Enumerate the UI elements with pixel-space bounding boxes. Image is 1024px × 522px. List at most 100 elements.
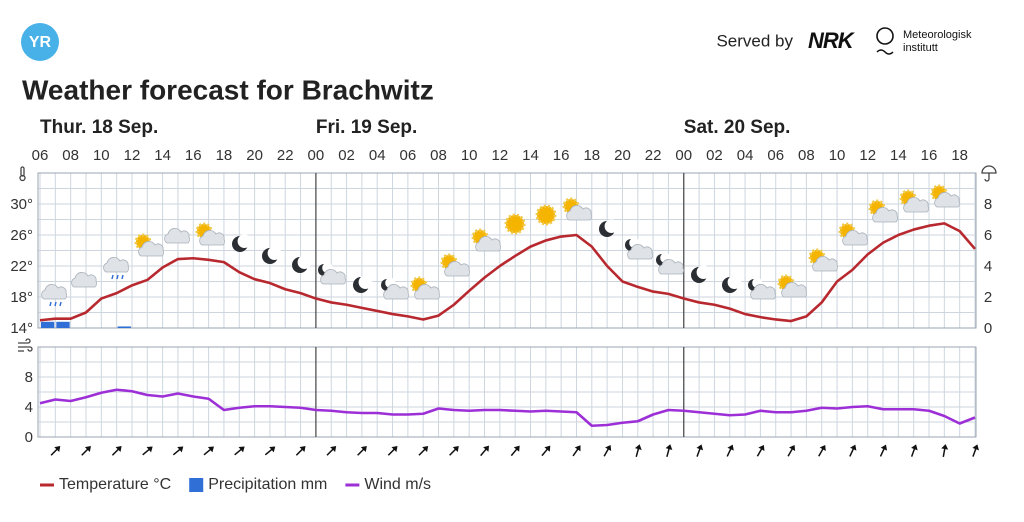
y-tick-label: 4 — [25, 399, 33, 416]
x-tick-label: 18 — [951, 147, 968, 164]
weather-icon — [748, 277, 776, 300]
cloud — [903, 197, 929, 213]
cloud — [475, 236, 501, 252]
umbrella-icon — [981, 165, 997, 182]
wind-arrow-head — [483, 445, 490, 452]
wind-arrow-head — [115, 446, 122, 453]
rain-drop — [116, 274, 119, 280]
wind-arrow-head — [330, 446, 337, 453]
wind-arrow-head — [544, 445, 551, 452]
x-tick-label: 08 — [798, 147, 815, 164]
wind-arrow-head — [634, 444, 642, 450]
met-logo-icon — [876, 27, 894, 45]
moon-cut — [696, 265, 711, 280]
y-tick-label: 26° — [10, 227, 33, 244]
y-tick-label: 0 — [25, 429, 33, 446]
met-logo-line1[interactable]: Meteorologisk — [903, 29, 972, 41]
cloud — [781, 282, 807, 298]
thermometer-icon — [19, 166, 26, 182]
x-tick-label: 22 — [645, 147, 662, 164]
x-tick-label: 08 — [62, 147, 79, 164]
x-tick-label: 06 — [32, 147, 49, 164]
wind-arrow-head — [911, 444, 918, 451]
wind-arrow-head — [696, 444, 704, 451]
wind-arrow — [326, 446, 337, 456]
wind-arrow-head — [727, 444, 734, 451]
logo-badge[interactable] — [21, 23, 59, 61]
y2-tick-label: 2 — [984, 289, 992, 306]
cloud — [383, 284, 409, 300]
cloud — [199, 230, 225, 246]
x-tick-label: 16 — [185, 147, 202, 164]
legend-swatch — [189, 478, 204, 492]
y2-tick-label: 6 — [984, 227, 992, 244]
cloud — [842, 230, 868, 246]
weather-icon — [41, 284, 67, 307]
wind-icon — [18, 338, 33, 352]
rain-drop — [111, 274, 114, 280]
sun — [504, 213, 526, 235]
x-tick-label: 10 — [93, 147, 110, 164]
wind-arrow — [203, 446, 214, 456]
wind-arrow-head — [819, 444, 826, 452]
cloud — [872, 207, 898, 223]
day-label: Sat. 20 Sep. — [684, 117, 791, 138]
x-tick-label: 12 — [124, 147, 141, 164]
logo-text[interactable]: YR — [29, 34, 52, 51]
series-line — [39, 222, 976, 323]
weather-icon — [471, 228, 501, 252]
wind-arrow-head — [391, 446, 398, 453]
wind-arrow-head — [207, 446, 214, 453]
wind-arrow-head — [299, 446, 306, 453]
x-tick-label: 02 — [338, 147, 355, 164]
weather-icon — [381, 277, 409, 300]
weather-icon — [535, 204, 557, 226]
weather-icon — [318, 262, 346, 285]
cloud — [41, 284, 67, 300]
precip-bar — [41, 321, 55, 328]
x-tick-label: 16 — [553, 147, 570, 164]
x-tick-label: 12 — [859, 147, 876, 164]
y2-tick-label: 4 — [984, 258, 992, 275]
met-logo-wave — [876, 49, 894, 55]
weather-icon — [930, 184, 960, 208]
weather-icon — [504, 213, 526, 235]
x-tick-label: 18 — [216, 147, 233, 164]
weather-icon — [656, 252, 684, 275]
weather-icon — [625, 237, 653, 260]
moon-cut — [297, 255, 312, 269]
weather-icon — [868, 199, 898, 223]
wind-arrow — [142, 446, 153, 456]
x-tick-label: 14 — [890, 147, 907, 164]
wind-arrow-head — [452, 446, 459, 453]
rain-drop — [49, 301, 52, 307]
x-tick-label: 22 — [277, 147, 294, 164]
wind-arrow — [172, 446, 184, 456]
wind-arrow — [849, 444, 857, 457]
series-line — [39, 388, 976, 428]
wind-arrow-head — [360, 446, 367, 453]
x-tick-label: 20 — [614, 147, 631, 164]
day-label: Fri. 19 Sep. — [316, 117, 417, 138]
x-tick-label: 04 — [369, 147, 386, 164]
panel-frame — [37, 346, 977, 438]
met-logo-line2[interactable]: institutt — [903, 42, 938, 54]
weather-icon — [899, 189, 929, 213]
wind-arrow — [879, 444, 888, 457]
sun — [535, 204, 557, 226]
weather-icon — [292, 255, 312, 273]
cloud — [414, 284, 440, 300]
wind-arrow-head — [789, 444, 796, 452]
nrk-logo[interactable]: NRK — [808, 28, 857, 53]
cloud — [566, 205, 592, 221]
wind-arrow — [449, 446, 459, 456]
precip-bar — [117, 326, 131, 328]
weather-icon — [410, 276, 440, 300]
weather-icon — [838, 222, 868, 246]
weather-icon — [808, 248, 838, 272]
moon-cut — [358, 275, 373, 290]
wind-arrow — [295, 446, 306, 456]
x-tick-label: 00 — [675, 147, 692, 164]
y-tick-label: 14° — [10, 320, 33, 337]
